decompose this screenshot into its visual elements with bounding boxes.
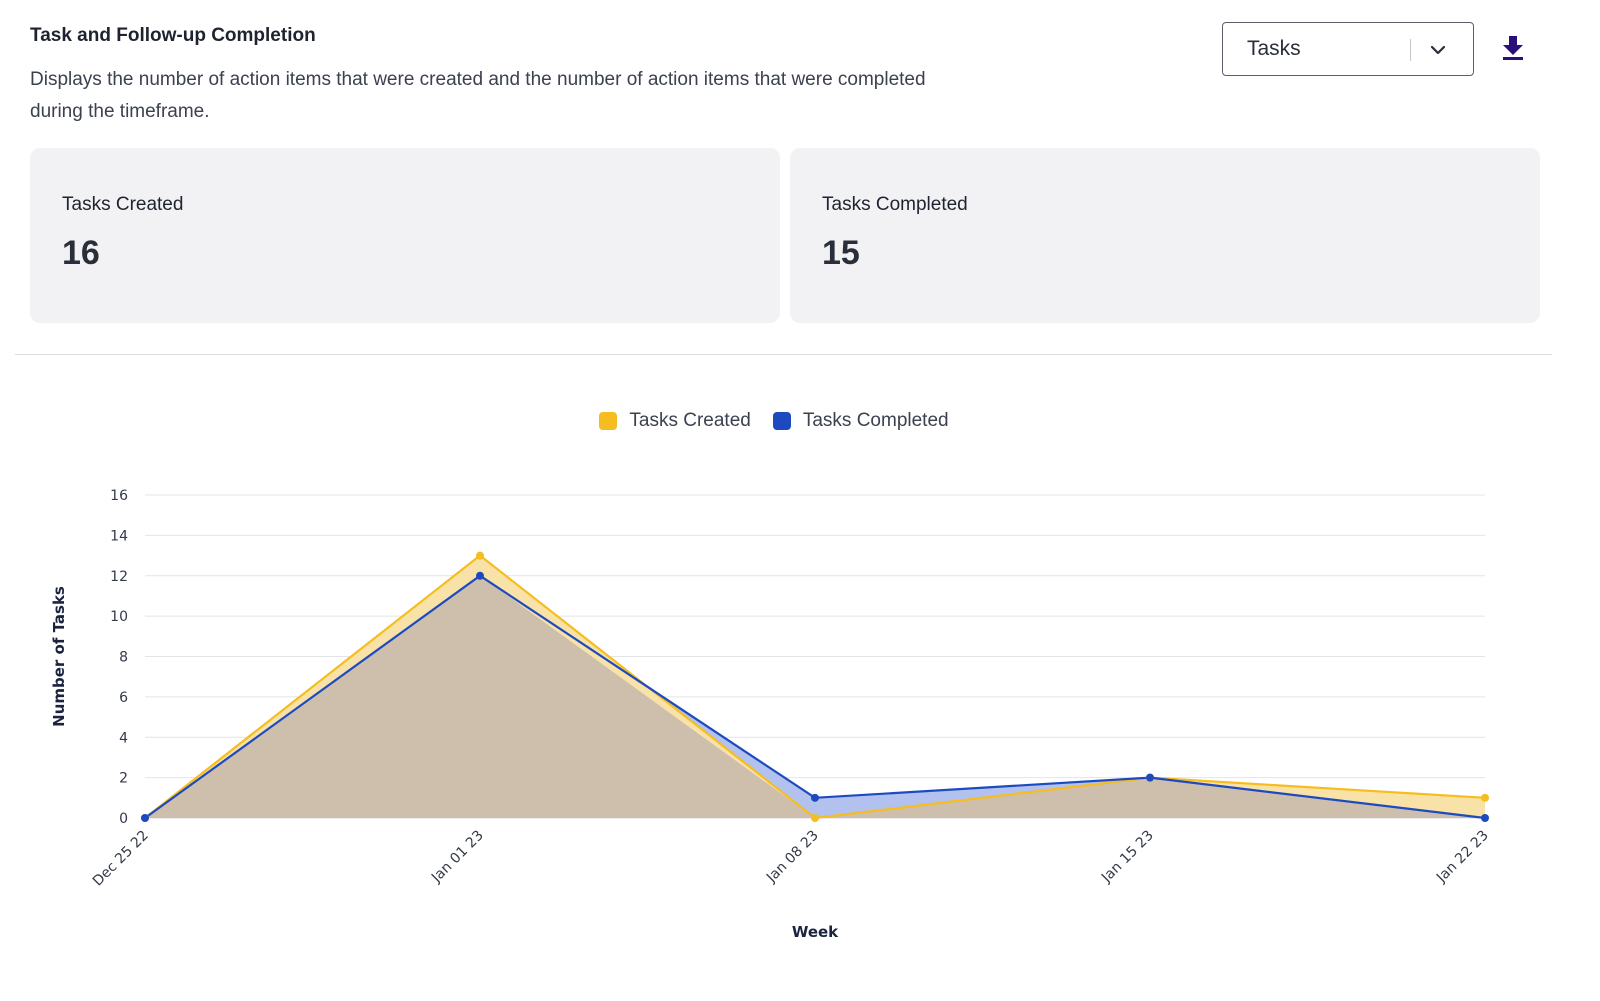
y-axis-label: Number of Tasks <box>50 586 68 727</box>
area-overlap <box>145 575 1485 818</box>
y-tick-label: 16 <box>110 488 128 504</box>
point-tasks-completed <box>1146 773 1154 782</box>
y-tick-label: 14 <box>110 528 128 544</box>
point-tasks-created <box>1481 793 1489 802</box>
y-tick-label: 12 <box>110 569 128 585</box>
chart-description: Displays the number of action items that… <box>30 69 926 122</box>
point-tasks-completed <box>141 814 149 822</box>
y-tick-label: 10 <box>110 609 128 625</box>
tasks-completed-card: Tasks Completed 15 <box>790 148 1540 323</box>
legend-label-completed: Tasks Completed <box>802 410 949 431</box>
metric-select-value: Tasks <box>1247 37 1301 60</box>
chart-legend: Tasks Created Tasks Completed <box>0 410 1548 432</box>
point-tasks-completed <box>811 793 819 802</box>
legend-label-created: Tasks Created <box>629 410 751 431</box>
download-icon[interactable] <box>1500 34 1526 62</box>
x-axis-label: Week <box>792 923 839 941</box>
chevron-down-icon[interactable] <box>1428 40 1448 60</box>
chart-title: Task and Follow-up Completion <box>30 25 316 46</box>
x-tick-label: Jan 22 23 <box>1433 828 1492 887</box>
x-tick-label: Jan 01 23 <box>428 828 487 887</box>
section-divider <box>15 354 1552 355</box>
metric-select[interactable]: Tasks <box>1222 22 1474 76</box>
x-tick-label: Jan 08 23 <box>763 828 822 887</box>
y-tick-label: 4 <box>119 730 128 746</box>
y-tick-label: 8 <box>119 650 128 666</box>
tasks-created-card: Tasks Created 16 <box>30 148 780 323</box>
tasks-created-label: Tasks Created <box>62 194 184 215</box>
point-tasks-completed <box>476 571 484 580</box>
select-divider <box>1410 39 1411 61</box>
x-tick-label: Dec 25 22 <box>90 828 152 890</box>
x-tick-label: Jan 15 23 <box>1098 828 1157 887</box>
legend-swatch-completed <box>772 412 791 430</box>
legend-item-created[interactable]: Tasks Created <box>599 410 751 432</box>
point-tasks-created <box>811 814 819 822</box>
y-tick-label: 2 <box>119 771 128 787</box>
point-tasks-created <box>476 551 484 560</box>
tasks-completed-value: 15 <box>822 234 860 272</box>
y-tick-label: 6 <box>119 690 128 706</box>
legend-item-completed[interactable]: Tasks Completed <box>772 410 949 432</box>
y-tick-label: 0 <box>119 811 128 827</box>
point-tasks-completed <box>1481 814 1489 822</box>
tasks-completed-label: Tasks Completed <box>822 194 968 215</box>
legend-swatch-created <box>599 412 618 430</box>
tasks-created-value: 16 <box>62 234 100 272</box>
